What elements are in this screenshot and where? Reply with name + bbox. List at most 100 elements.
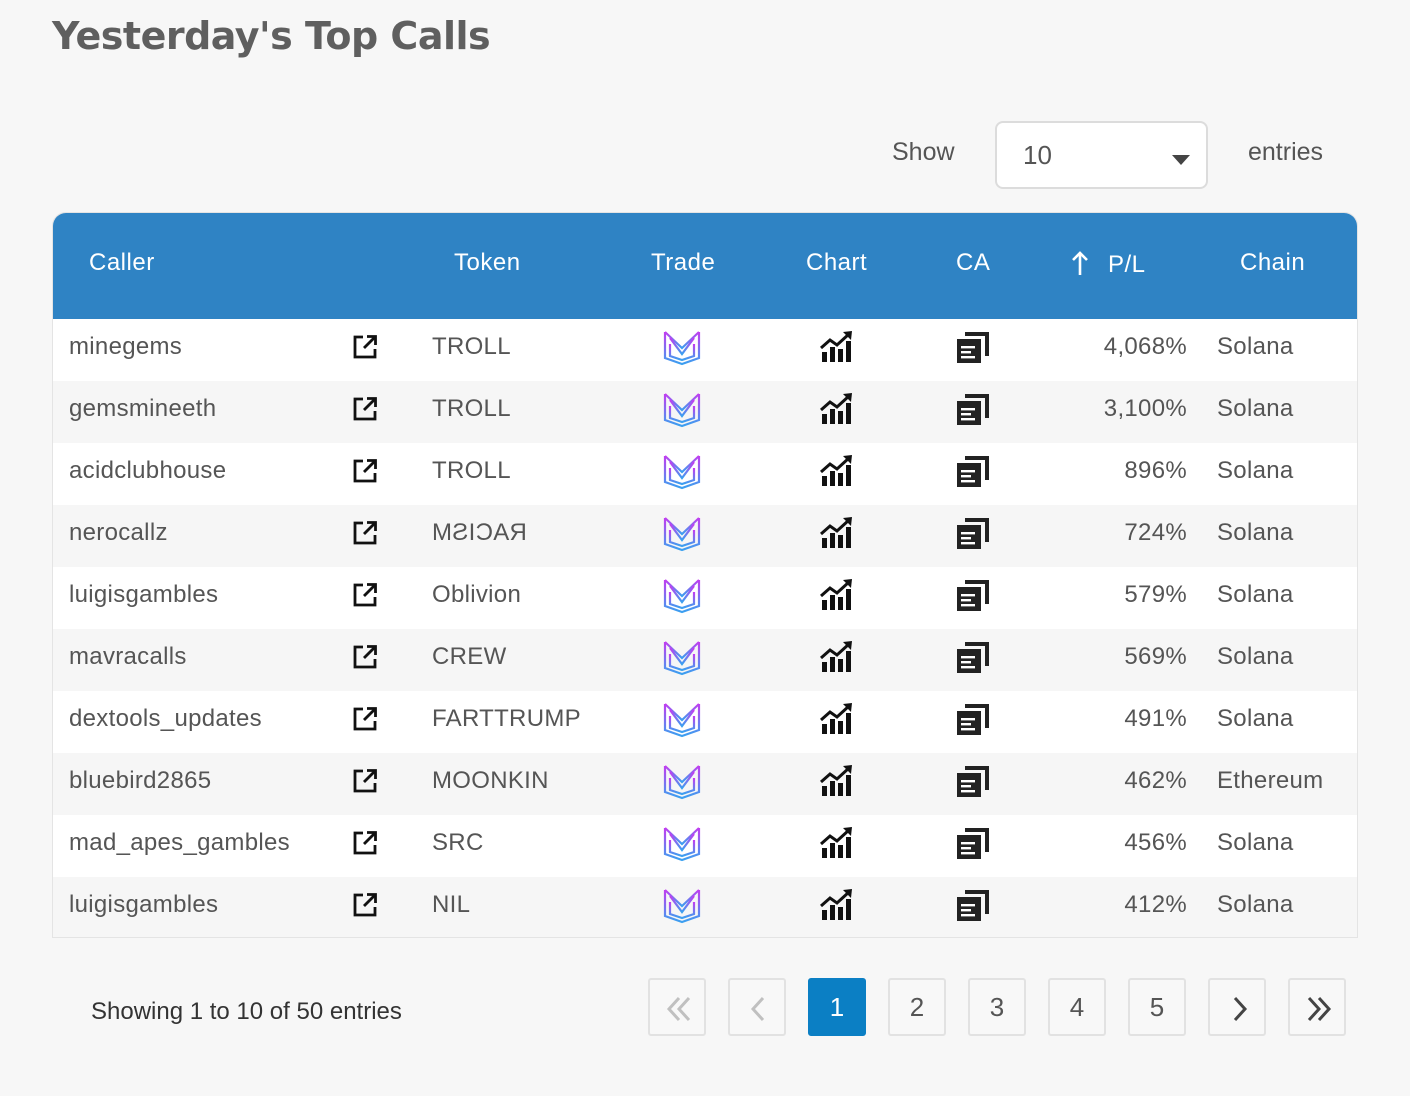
copy-contract-icon[interactable]: [955, 329, 991, 365]
copy-contract-icon[interactable]: [955, 825, 991, 861]
caller-name: gemsmineeth: [69, 395, 217, 422]
double-chevron-right-icon: [1307, 996, 1332, 1022]
table-row: dextools_updates FARTTRUMP 491% Solana: [53, 691, 1357, 753]
last-page-button[interactable]: [1288, 978, 1346, 1036]
caller-name: acidclubhouse: [69, 457, 227, 484]
external-link-icon[interactable]: [351, 767, 379, 795]
external-link-icon[interactable]: [351, 457, 379, 485]
profit-loss-value: 4,068%: [1103, 333, 1187, 360]
external-link-icon[interactable]: [351, 395, 379, 423]
chain-name: Solana: [1217, 395, 1294, 422]
chart-growth-icon[interactable]: [819, 826, 853, 860]
column-header-chain[interactable]: Chain: [1240, 249, 1306, 276]
token-name: MOONKIN: [432, 767, 549, 794]
external-link-icon[interactable]: [351, 333, 379, 361]
chart-growth-icon[interactable]: [819, 578, 853, 612]
chevron-left-icon: [750, 996, 765, 1022]
table-info: Showing 1 to 10 of 50 entries: [91, 998, 402, 1025]
trade-logo-icon[interactable]: [662, 638, 702, 676]
chart-growth-icon[interactable]: [819, 764, 853, 798]
column-header-chart[interactable]: Chart: [806, 249, 868, 276]
chart-growth-icon[interactable]: [819, 640, 853, 674]
table-row: acidclubhouse TROLL 896% Solana: [53, 443, 1357, 505]
caller-name: bluebird2865: [69, 767, 212, 794]
first-page-button[interactable]: [648, 978, 706, 1036]
trade-logo-icon[interactable]: [662, 390, 702, 428]
page-button-5[interactable]: 5: [1128, 978, 1186, 1036]
copy-contract-icon[interactable]: [955, 763, 991, 799]
chain-name: Ethereum: [1217, 767, 1324, 794]
column-header-caller[interactable]: Caller: [89, 249, 155, 276]
profit-loss-value: 896%: [1124, 457, 1187, 484]
copy-contract-icon[interactable]: [955, 887, 991, 923]
caller-name: mavracalls: [69, 643, 187, 670]
page-button-2[interactable]: 2: [888, 978, 946, 1036]
token-name: CREW: [432, 643, 507, 670]
trade-logo-icon[interactable]: [662, 576, 702, 614]
chain-name: Solana: [1217, 643, 1294, 670]
column-header-pl[interactable]: P/L: [1108, 251, 1146, 278]
caller-name: luigisgambles: [69, 891, 219, 918]
page-button-3[interactable]: 3: [968, 978, 1026, 1036]
double-chevron-left-icon: [666, 996, 691, 1022]
token-name: TROLL: [432, 395, 511, 422]
copy-contract-icon[interactable]: [955, 391, 991, 427]
external-link-icon[interactable]: [351, 643, 379, 671]
trade-logo-icon[interactable]: [662, 514, 702, 552]
trade-logo-icon[interactable]: [662, 700, 702, 738]
chain-name: Solana: [1217, 581, 1294, 608]
external-link-icon[interactable]: [351, 705, 379, 733]
chart-growth-icon[interactable]: [819, 392, 853, 426]
external-link-icon[interactable]: [351, 581, 379, 609]
profit-loss-value: 412%: [1124, 891, 1187, 918]
chart-growth-icon[interactable]: [819, 516, 853, 550]
trade-logo-icon[interactable]: [662, 328, 702, 366]
trade-logo-icon[interactable]: [662, 762, 702, 800]
trade-logo-icon[interactable]: [662, 452, 702, 490]
table-row: luigisgambles NIL 412% Solana: [53, 877, 1357, 937]
page-button-1[interactable]: 1: [808, 978, 866, 1036]
token-name: TROLL: [432, 457, 511, 484]
column-header-token[interactable]: Token: [454, 249, 521, 276]
token-name: NIL: [432, 891, 471, 918]
profit-loss-value: 569%: [1124, 643, 1187, 670]
copy-contract-icon[interactable]: [955, 453, 991, 489]
caller-name: mad_apes_gambles: [69, 829, 290, 856]
external-link-icon[interactable]: [351, 829, 379, 857]
chart-growth-icon[interactable]: [819, 330, 853, 364]
table-row: mad_apes_gambles SRC 456% Solana: [53, 815, 1357, 877]
profit-loss-value: 462%: [1124, 767, 1187, 794]
trade-logo-icon[interactable]: [662, 824, 702, 862]
column-header-trade[interactable]: Trade: [651, 249, 716, 276]
token-name: FARTTRUMP: [432, 705, 581, 732]
page-button-4[interactable]: 4: [1048, 978, 1106, 1036]
table-row: mavracalls CREW 569% Solana: [53, 629, 1357, 691]
copy-contract-icon[interactable]: [955, 515, 991, 551]
table-row: nerocallz MƧIƆAЯ 724% Solana: [53, 505, 1357, 567]
page-title: Yesterday's Top Calls: [52, 14, 491, 58]
chain-name: Solana: [1217, 705, 1294, 732]
table-row: gemsmineeth TROLL 3,100% Solana: [53, 381, 1357, 443]
chart-growth-icon[interactable]: [819, 888, 853, 922]
chain-name: Solana: [1217, 333, 1294, 360]
caller-name: nerocallz: [69, 519, 168, 546]
profit-loss-value: 3,100%: [1103, 395, 1187, 422]
previous-page-button[interactable]: [728, 978, 786, 1036]
chart-growth-icon[interactable]: [819, 454, 853, 488]
chevron-right-icon: [1233, 996, 1248, 1022]
trade-logo-icon[interactable]: [662, 886, 702, 924]
copy-contract-icon[interactable]: [955, 577, 991, 613]
external-link-icon[interactable]: [351, 891, 379, 919]
sort-arrow-up-icon[interactable]: [1068, 249, 1092, 277]
profit-loss-value: 724%: [1124, 519, 1187, 546]
copy-contract-icon[interactable]: [955, 639, 991, 675]
profit-loss-value: 491%: [1124, 705, 1187, 732]
next-page-button[interactable]: [1208, 978, 1266, 1036]
entries-per-page-select[interactable]: 10: [995, 121, 1208, 189]
token-name: MƧIƆAЯ: [432, 519, 528, 546]
column-header-ca[interactable]: CA: [956, 249, 991, 276]
copy-contract-icon[interactable]: [955, 701, 991, 737]
external-link-icon[interactable]: [351, 519, 379, 547]
token-name: TROLL: [432, 333, 511, 360]
chart-growth-icon[interactable]: [819, 702, 853, 736]
